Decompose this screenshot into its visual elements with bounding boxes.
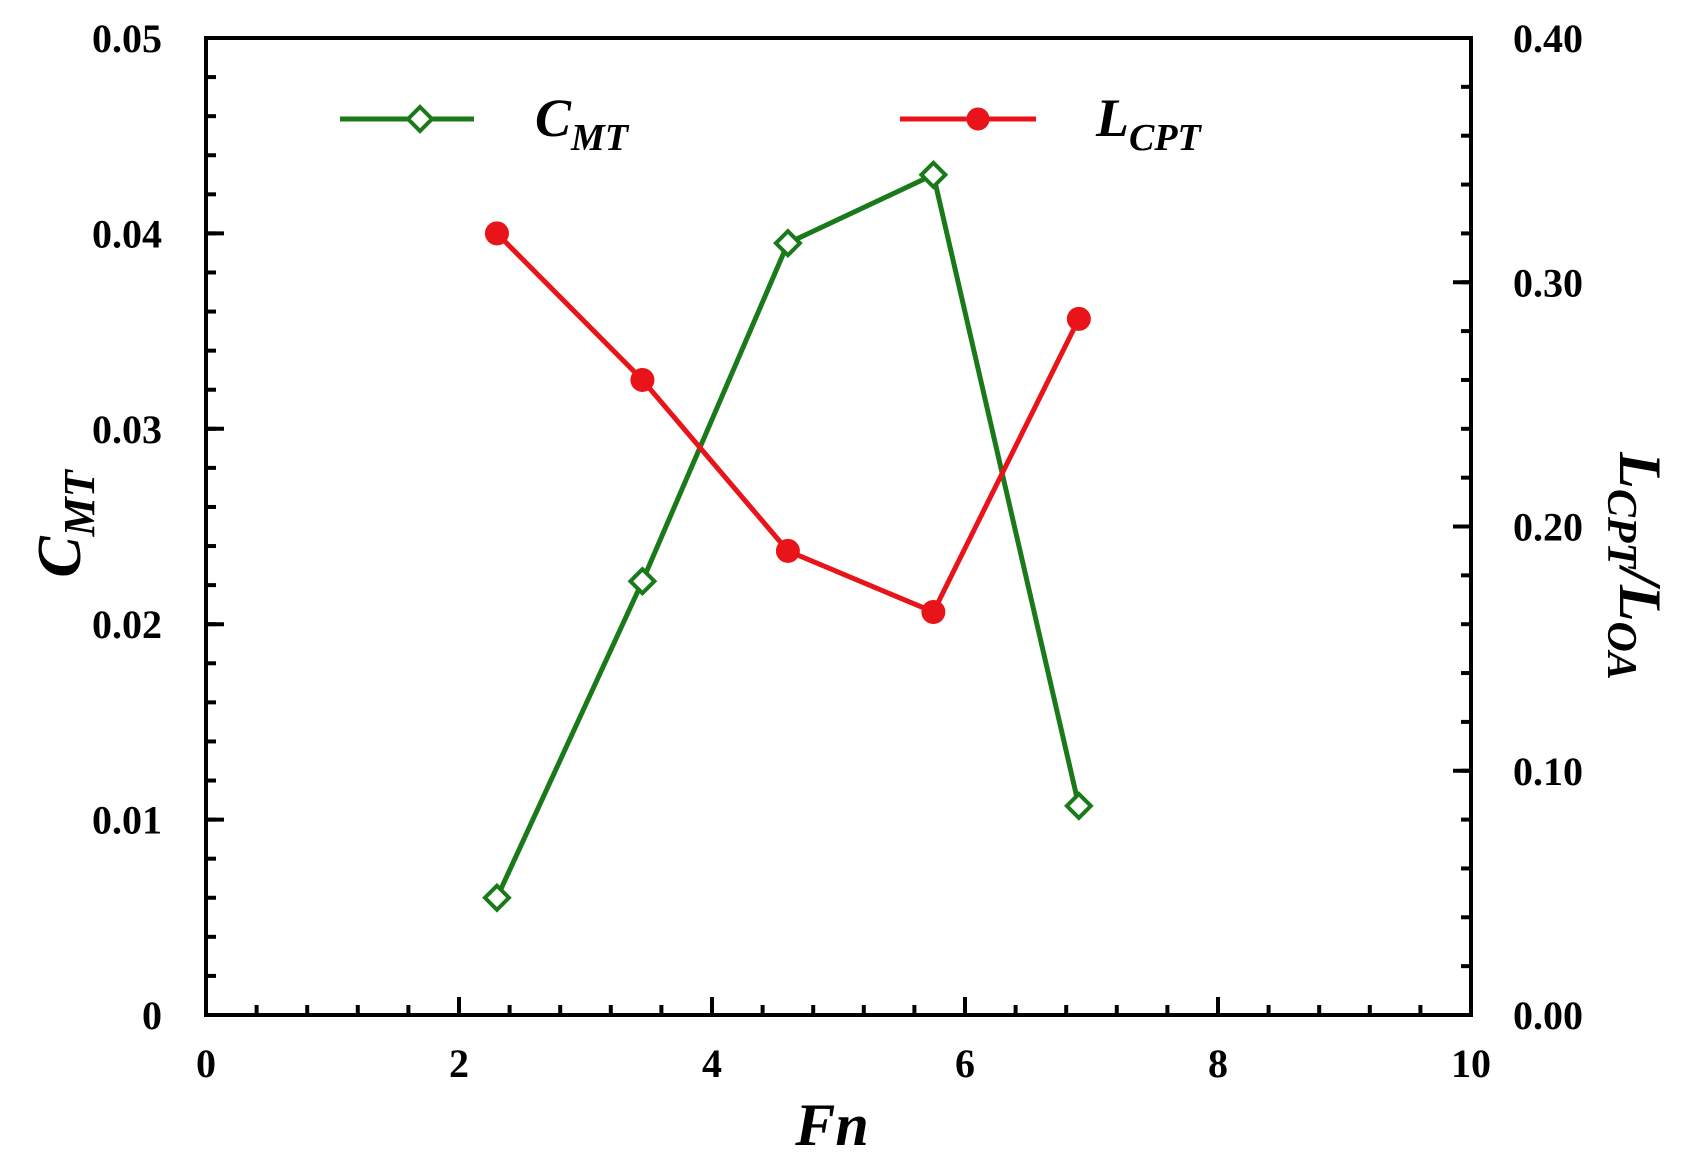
- cmt-point-marker: [918, 159, 949, 190]
- minor-ticks: [204, 36, 1473, 1017]
- x-tick-label: 6: [955, 1041, 975, 1086]
- x-tick-label: 4: [702, 1041, 722, 1086]
- legend-lcpt-main: L: [1095, 88, 1129, 148]
- series-layer: [482, 159, 1094, 913]
- x-tick-label: 0: [196, 1041, 216, 1086]
- series-line-cmt: [494, 172, 1082, 899]
- right-y-tick-label: 0.00: [1513, 993, 1583, 1038]
- right-y-tick-label: 0.40: [1513, 16, 1583, 61]
- legend-cmt-label: CMT: [535, 88, 630, 159]
- left-y-axis-title-sub: MT: [55, 468, 104, 537]
- legend-cmt-sub: MT: [570, 117, 630, 159]
- legend-lcpt-marker: [966, 107, 990, 131]
- left-y-tick-label: 0.03: [92, 407, 162, 452]
- x-axis-title: Fn: [794, 1092, 868, 1158]
- right-y-axis-title-sub-2: OA: [1598, 621, 1644, 679]
- legend-cmt-main: C: [535, 88, 572, 148]
- left-y-axis-title: CMT: [26, 468, 104, 577]
- major-ticks: [204, 36, 1473, 1017]
- right-y-axis-title-main-2: L: [1607, 584, 1673, 622]
- lcpt-point-marker: [1066, 306, 1091, 331]
- cmt-point-marker: [627, 566, 658, 597]
- right-y-axis-title-sub-1: CPT: [1598, 489, 1644, 571]
- x-tick-labels: 0 2 4 6 8 10: [196, 1041, 1491, 1086]
- lcpt-point-marker: [484, 221, 509, 246]
- legend-cmt-marker: [405, 104, 435, 134]
- left-y-tick-label: 0.02: [92, 602, 162, 647]
- right-y-tick-label: 0.10: [1513, 749, 1583, 794]
- x-tick-label: 2: [449, 1041, 469, 1086]
- x-tick-label: 8: [1208, 1041, 1228, 1086]
- right-y-tick-labels: 0.00 0.10 0.20 0.30 0.40: [1513, 16, 1583, 1038]
- left-y-tick-label: 0: [142, 993, 162, 1038]
- left-y-axis-title-main: C: [26, 536, 94, 578]
- legend-lcpt-label: LCPT: [1095, 88, 1203, 159]
- legend-lcpt-sub: CPT: [1129, 117, 1203, 159]
- lcpt-point-marker: [921, 599, 946, 624]
- legend: CMT LCPT: [340, 88, 1203, 159]
- right-y-tick-label: 0.20: [1513, 505, 1583, 550]
- cmt-point-marker: [1064, 791, 1094, 821]
- cmt-point-marker: [773, 228, 803, 258]
- lcpt-point-marker: [775, 538, 800, 563]
- x-tick-label: 10: [1451, 1041, 1491, 1086]
- left-y-tick-label: 0.01: [92, 798, 162, 843]
- right-y-tick-label: 0.30: [1513, 260, 1583, 305]
- plot-frame: [204, 36, 1473, 1017]
- right-y-axis-title-main-1: L: [1607, 451, 1673, 489]
- left-y-tick-label: 0.04: [92, 211, 162, 256]
- right-y-axis-title: LCPT/LOA: [1598, 451, 1673, 680]
- lcpt-point-marker: [630, 367, 655, 392]
- cmt-point-marker: [482, 882, 512, 913]
- left-y-tick-label: 0.05: [92, 16, 162, 61]
- left-y-tick-labels: 0 0.01 0.02 0.03 0.04 0.05: [92, 16, 162, 1038]
